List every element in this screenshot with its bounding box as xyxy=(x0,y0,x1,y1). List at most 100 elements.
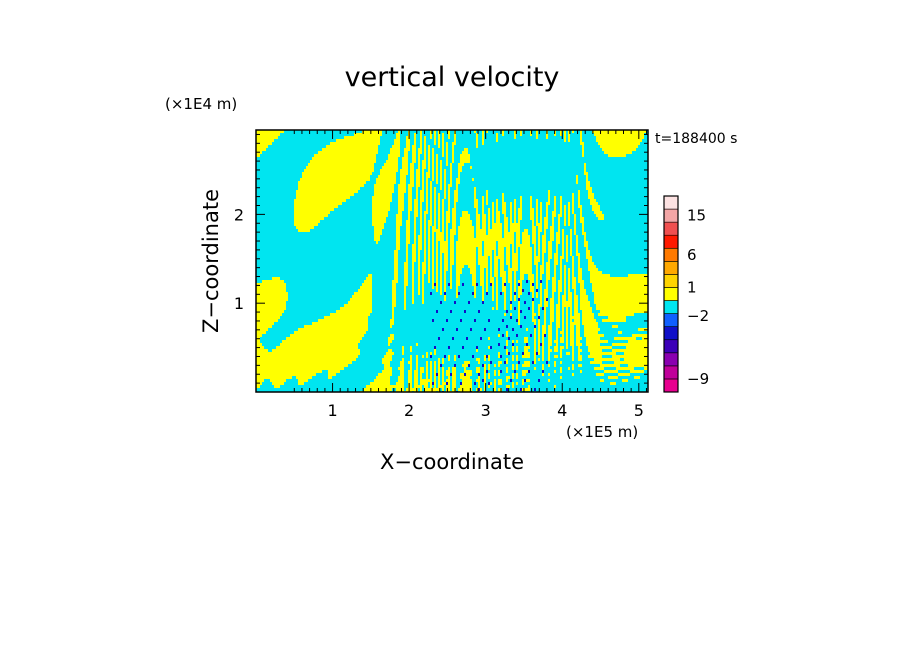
field-cell xyxy=(430,382,432,385)
field-cell xyxy=(376,241,378,244)
field-cell xyxy=(572,265,574,268)
field-cell xyxy=(570,253,572,256)
field-cell xyxy=(312,322,368,325)
field-cell xyxy=(444,298,446,301)
field-cell xyxy=(256,349,268,352)
field-cell xyxy=(406,226,410,229)
field-cell xyxy=(540,343,542,346)
field-cell xyxy=(408,217,410,220)
field-cell xyxy=(290,334,364,337)
field-cell xyxy=(426,373,428,376)
field-cell xyxy=(486,202,488,205)
x-unit-label: (×1E5 m) xyxy=(566,423,638,441)
field-cell xyxy=(558,286,562,289)
field-cell xyxy=(572,262,574,265)
field-cell xyxy=(548,334,552,337)
field-cell xyxy=(418,160,420,163)
field-cell xyxy=(502,211,506,214)
field-cell xyxy=(560,352,562,355)
field-cell xyxy=(510,295,512,298)
field-cell xyxy=(450,250,454,253)
field-cell xyxy=(574,295,578,298)
field-cell xyxy=(580,214,582,217)
field-cell xyxy=(566,250,568,253)
field-cell xyxy=(426,184,428,187)
field-cell xyxy=(490,346,492,349)
field-cell xyxy=(478,382,480,385)
field-cell xyxy=(424,235,426,238)
field-cell xyxy=(432,247,434,250)
field-cell xyxy=(406,259,408,262)
field-cell xyxy=(452,382,456,385)
field-cell xyxy=(256,361,352,364)
field-cell xyxy=(456,181,460,184)
field-cell xyxy=(546,298,548,301)
field-cell xyxy=(442,229,444,232)
field-cell xyxy=(514,286,516,289)
field-cell xyxy=(420,214,422,217)
field-cell xyxy=(412,274,414,277)
field-cell xyxy=(294,208,334,211)
field-cell xyxy=(490,280,494,283)
field-cell xyxy=(492,223,502,226)
field-cell xyxy=(584,325,598,328)
field-cell xyxy=(394,265,398,268)
field-cell xyxy=(540,268,544,271)
field-cell xyxy=(374,190,394,193)
field-cell xyxy=(428,256,430,259)
field-cell xyxy=(516,340,518,343)
field-cell xyxy=(442,199,444,202)
field-cell xyxy=(592,283,648,286)
field-cell xyxy=(526,280,528,283)
field-cell xyxy=(494,379,496,382)
field-cell xyxy=(518,292,522,295)
field-cell xyxy=(460,223,472,226)
field-cell xyxy=(372,214,388,217)
field-cell xyxy=(430,184,432,187)
field-cell xyxy=(396,220,402,223)
field-cell xyxy=(562,235,564,238)
field-cell xyxy=(476,136,478,139)
field-cell xyxy=(388,343,390,346)
field-cell xyxy=(404,151,408,154)
field-cell xyxy=(488,208,490,211)
field-cell xyxy=(542,244,546,247)
field-cell xyxy=(500,265,504,268)
field-cell xyxy=(416,190,418,193)
field-cell xyxy=(514,298,516,301)
field-cell xyxy=(566,346,568,349)
field-cell xyxy=(488,346,490,349)
field-cell xyxy=(408,187,412,190)
field-cell xyxy=(476,388,478,391)
field-cell xyxy=(476,358,480,361)
field-cell xyxy=(518,208,522,211)
field-cell xyxy=(438,208,440,211)
field-cell xyxy=(280,343,358,346)
field-cell xyxy=(372,217,386,220)
field-cell xyxy=(418,235,422,238)
field-cell xyxy=(406,250,408,253)
field-cell xyxy=(482,379,484,382)
field-cell xyxy=(422,163,426,166)
field-cell xyxy=(564,277,566,280)
field-cell xyxy=(394,271,398,274)
field-cell xyxy=(486,274,488,277)
field-cell xyxy=(542,358,544,361)
field-cell xyxy=(256,334,262,337)
field-cell xyxy=(428,160,430,163)
field-cell xyxy=(554,274,556,277)
field-cell xyxy=(484,253,492,256)
field-cell xyxy=(476,217,480,220)
field-cell xyxy=(428,271,430,274)
field-cell xyxy=(396,226,400,229)
field-cell xyxy=(420,199,424,202)
field-cell xyxy=(434,202,436,205)
field-cell xyxy=(380,169,398,172)
field-cell xyxy=(458,175,460,178)
field-cell xyxy=(572,268,574,271)
field-cell xyxy=(414,238,416,241)
field-cell xyxy=(308,163,374,166)
field-cell xyxy=(414,241,416,244)
field-cell xyxy=(514,205,516,208)
